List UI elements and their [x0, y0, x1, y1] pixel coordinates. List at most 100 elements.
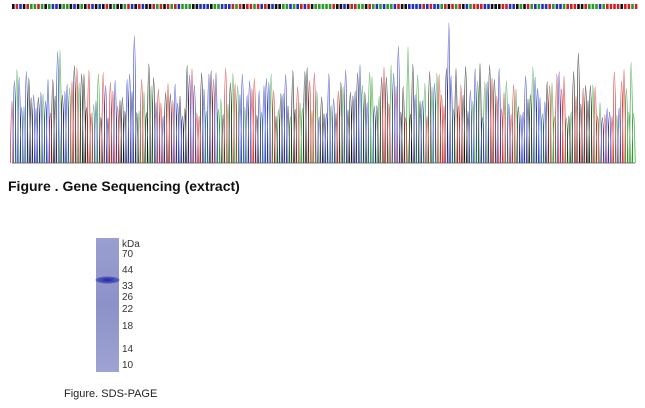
base-call [559, 4, 562, 9]
base-call [246, 4, 249, 9]
base-call [296, 4, 299, 9]
base-call [66, 4, 69, 9]
base-call [102, 4, 105, 9]
base-call [249, 4, 253, 9]
base-call [51, 4, 55, 9]
base-call [199, 4, 202, 9]
base-call [512, 4, 515, 9]
base-call [303, 4, 307, 9]
base-call [181, 4, 184, 9]
base-call [15, 4, 19, 9]
base-call [282, 4, 285, 9]
base-call [26, 4, 29, 9]
base-call [253, 4, 256, 9]
base-call [300, 4, 303, 9]
base-call [573, 4, 577, 9]
base-call [174, 4, 177, 9]
base-call [98, 4, 101, 9]
base-call [220, 4, 224, 9]
base-call [40, 4, 44, 9]
base-call [508, 4, 512, 9]
base-call [141, 4, 145, 9]
base-call [163, 4, 166, 9]
base-call [562, 4, 566, 9]
base-call [76, 4, 80, 9]
base-call [372, 4, 375, 9]
base-call [577, 4, 580, 9]
base-call [192, 4, 195, 9]
base-call [91, 4, 94, 9]
base-call [411, 4, 415, 9]
base-call [602, 4, 605, 9]
base-call [166, 4, 170, 9]
base-call [307, 4, 310, 9]
base-call [170, 4, 173, 9]
base-call [264, 4, 267, 9]
base-call [325, 4, 328, 9]
base-call [195, 4, 199, 9]
base-call [148, 4, 152, 9]
base-call [498, 4, 501, 9]
base-call [624, 4, 627, 9]
base-call [116, 4, 119, 9]
base-call [105, 4, 109, 9]
base-call [552, 4, 555, 9]
base-call [206, 4, 209, 9]
base-call [408, 4, 411, 9]
base-call [595, 4, 598, 9]
base-call [321, 4, 325, 9]
base-call [120, 4, 123, 9]
marker-label: 44 [122, 265, 134, 276]
base-call [422, 4, 425, 9]
base-call [285, 4, 289, 9]
base-call [451, 4, 454, 9]
base-call [375, 4, 379, 9]
base-call [231, 4, 235, 9]
base-call [112, 4, 116, 9]
base-call [393, 4, 397, 9]
base-call [454, 4, 458, 9]
base-call [210, 4, 213, 9]
base-call [501, 4, 505, 9]
figure-caption: Figure . Gene Sequencing (extract) [8, 178, 240, 194]
base-call [418, 4, 422, 9]
base-call [343, 4, 346, 9]
base-call [519, 4, 523, 9]
base-call [339, 4, 343, 9]
base-call [469, 4, 472, 9]
base-call [318, 4, 321, 9]
base-call [386, 4, 389, 9]
base-call [314, 4, 317, 9]
trace [14, 46, 636, 164]
gel-lane [96, 238, 119, 372]
base-call [494, 4, 497, 9]
base-call [30, 4, 33, 9]
base-call [37, 4, 40, 9]
base-call [537, 4, 541, 9]
base-call [33, 4, 37, 9]
base-call [634, 4, 638, 9]
base-call [458, 4, 461, 9]
base-call [62, 4, 65, 9]
marker-label: 33 [122, 281, 134, 292]
base-call [256, 4, 260, 9]
base-call [156, 4, 159, 9]
base-call [429, 4, 433, 9]
base-call [584, 4, 587, 9]
base-call [228, 4, 231, 9]
base-call [48, 4, 51, 9]
base-call [580, 4, 584, 9]
base-call [433, 4, 436, 9]
base-call [271, 4, 274, 9]
base-call [292, 4, 296, 9]
base-call [570, 4, 573, 9]
base-call [382, 4, 386, 9]
base-call [289, 4, 292, 9]
base-call [328, 4, 332, 9]
base-call [440, 4, 443, 9]
base-call [94, 4, 98, 9]
base-call [278, 4, 281, 9]
base-call [526, 4, 530, 9]
base-call [242, 4, 245, 9]
